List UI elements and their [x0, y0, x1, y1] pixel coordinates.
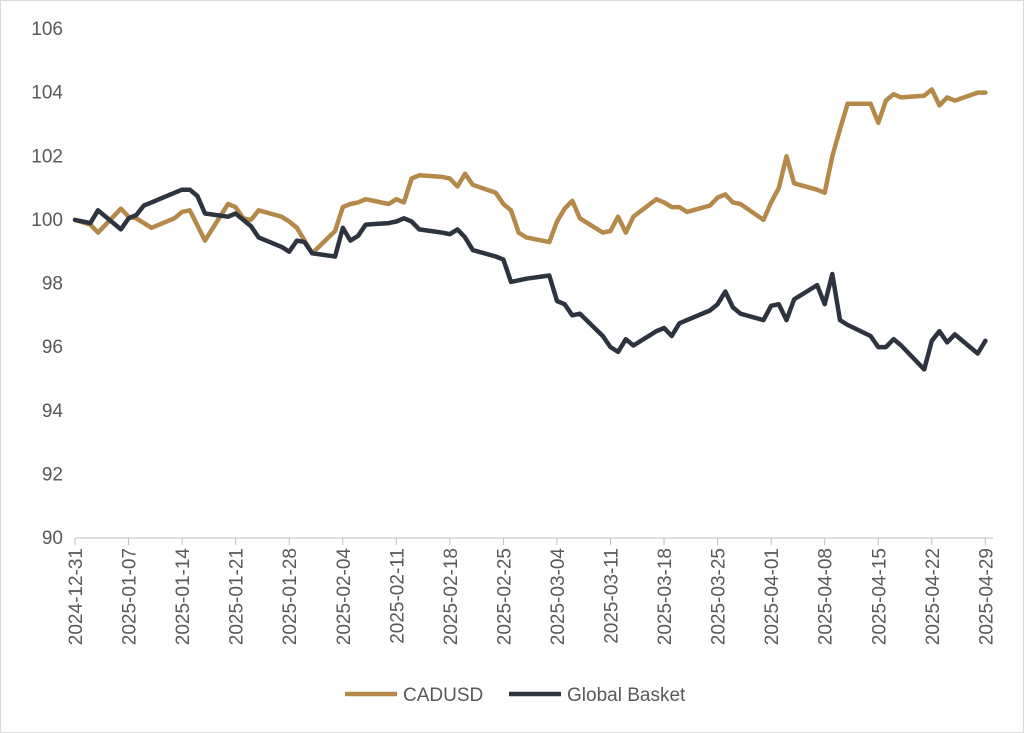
y-tick-label: 100: [31, 210, 63, 231]
y-tick-label: 94: [42, 401, 64, 422]
legend-label: CADUSD: [403, 685, 483, 706]
x-tick-label: 2025-01-07: [120, 548, 141, 645]
y-tick-label: 96: [42, 337, 63, 358]
x-tick-label: 2025-03-11: [602, 548, 623, 644]
x-tick-label: 2025-01-14: [173, 548, 194, 646]
legend: CADUSD Global Basket: [345, 685, 686, 706]
y-tick-label: 92: [42, 464, 63, 485]
series-line-global-basket: [72, 187, 988, 372]
series-group: [72, 87, 988, 372]
y-tick-label: 104: [31, 83, 63, 104]
x-tick-label: 2025-01-28: [280, 548, 301, 645]
x-tick-label: 2025-04-01: [762, 548, 783, 645]
x-tick-label: 2025-02-25: [494, 548, 515, 645]
x-tick-label: 2025-02-04: [334, 548, 355, 646]
x-tick-label: 2025-03-04: [548, 548, 569, 646]
legend-label: Global Basket: [567, 685, 686, 706]
x-tick-label: 2025-04-22: [923, 548, 944, 645]
y-tick-label: 102: [31, 146, 63, 167]
x-tick-label: 2024-12-31: [66, 548, 87, 645]
x-tick-label: 2025-04-15: [869, 548, 890, 645]
series-line-cadusd: [72, 87, 988, 256]
y-tick-label: 106: [31, 19, 63, 40]
x-tick-label: 2025-03-18: [655, 548, 676, 645]
x-axis-ticks: 2024-12-31 2025-01-07 2025-01-14 2025-01-21…: [66, 538, 997, 645]
y-axis-ticks: 90 92 94 96 98 100 102 104 106: [31, 19, 63, 549]
x-tick-label: 2025-04-08: [816, 548, 837, 645]
x-tick-label: 2025-04-29: [976, 548, 997, 645]
x-tick-label: 2025-01-21: [227, 548, 248, 645]
y-tick-label: 98: [42, 274, 63, 295]
x-tick-label: 2025-02-18: [441, 548, 462, 645]
x-tick-label: 2025-02-11: [387, 548, 408, 644]
y-tick-label: 90: [42, 528, 63, 549]
x-tick-label: 2025-03-25: [709, 548, 730, 645]
plot-area: 2024-12-31 2025-01-07 2025-01-14 2025-01-21…: [66, 87, 997, 645]
